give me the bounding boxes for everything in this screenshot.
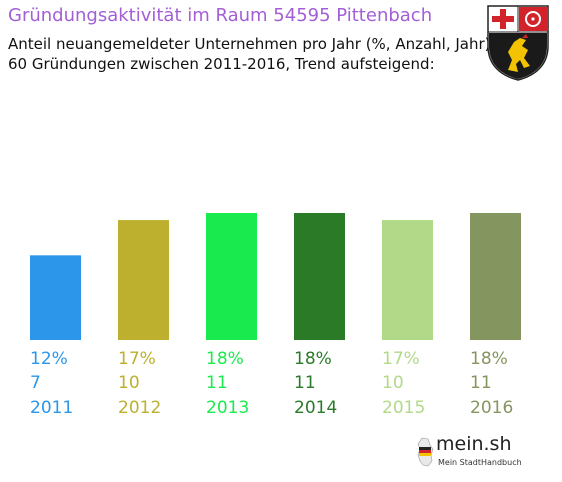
logo-tagline: Mein StadtHandbuch [438, 458, 522, 467]
bar-2012 [118, 220, 169, 340]
year-label-2016: 2016 [470, 398, 513, 418]
percent-label-2013: 18% [206, 349, 244, 369]
bar-2011 [30, 255, 81, 340]
bar-2013 [206, 213, 257, 340]
percent-label-2011: 12% [30, 349, 68, 369]
percent-label-2016: 18% [470, 349, 508, 369]
bar-2015 [382, 220, 433, 340]
bar-2014 [294, 213, 345, 340]
coat-of-arms-icon [487, 5, 549, 81]
subtitle-line-1: Anteil neuangemeldeter Unternehmen pro J… [8, 35, 491, 53]
year-label-2012: 2012 [118, 398, 161, 418]
year-label-2013: 2013 [206, 398, 249, 418]
mein-sh-logo: mein.sh Mein StadtHandbuch [412, 431, 532, 475]
chart-title: Gründungsaktivität im Raum 54595 Pittenb… [8, 5, 433, 26]
bar-2016 [470, 213, 521, 340]
count-label-2015: 10 [382, 373, 404, 393]
count-label-2011: 7 [30, 373, 41, 393]
germany-map-icon [417, 437, 434, 467]
percent-label-2012: 17% [118, 349, 156, 369]
count-label-2013: 11 [206, 373, 228, 393]
percent-label-2014: 18% [294, 349, 332, 369]
year-label-2011: 2011 [30, 398, 73, 418]
count-label-2014: 11 [294, 373, 316, 393]
chart-subtitle: Anteil neuangemeldeter Unternehmen pro J… [8, 34, 491, 74]
count-label-2016: 11 [470, 373, 492, 393]
count-label-2012: 10 [118, 373, 140, 393]
year-label-2014: 2014 [294, 398, 337, 418]
percent-label-2015: 17% [382, 349, 420, 369]
logo-name: mein.sh [436, 433, 512, 455]
subtitle-line-2: 60 Gründungen zwischen 2011-2016, Trend … [8, 55, 435, 73]
year-label-2015: 2015 [382, 398, 425, 418]
